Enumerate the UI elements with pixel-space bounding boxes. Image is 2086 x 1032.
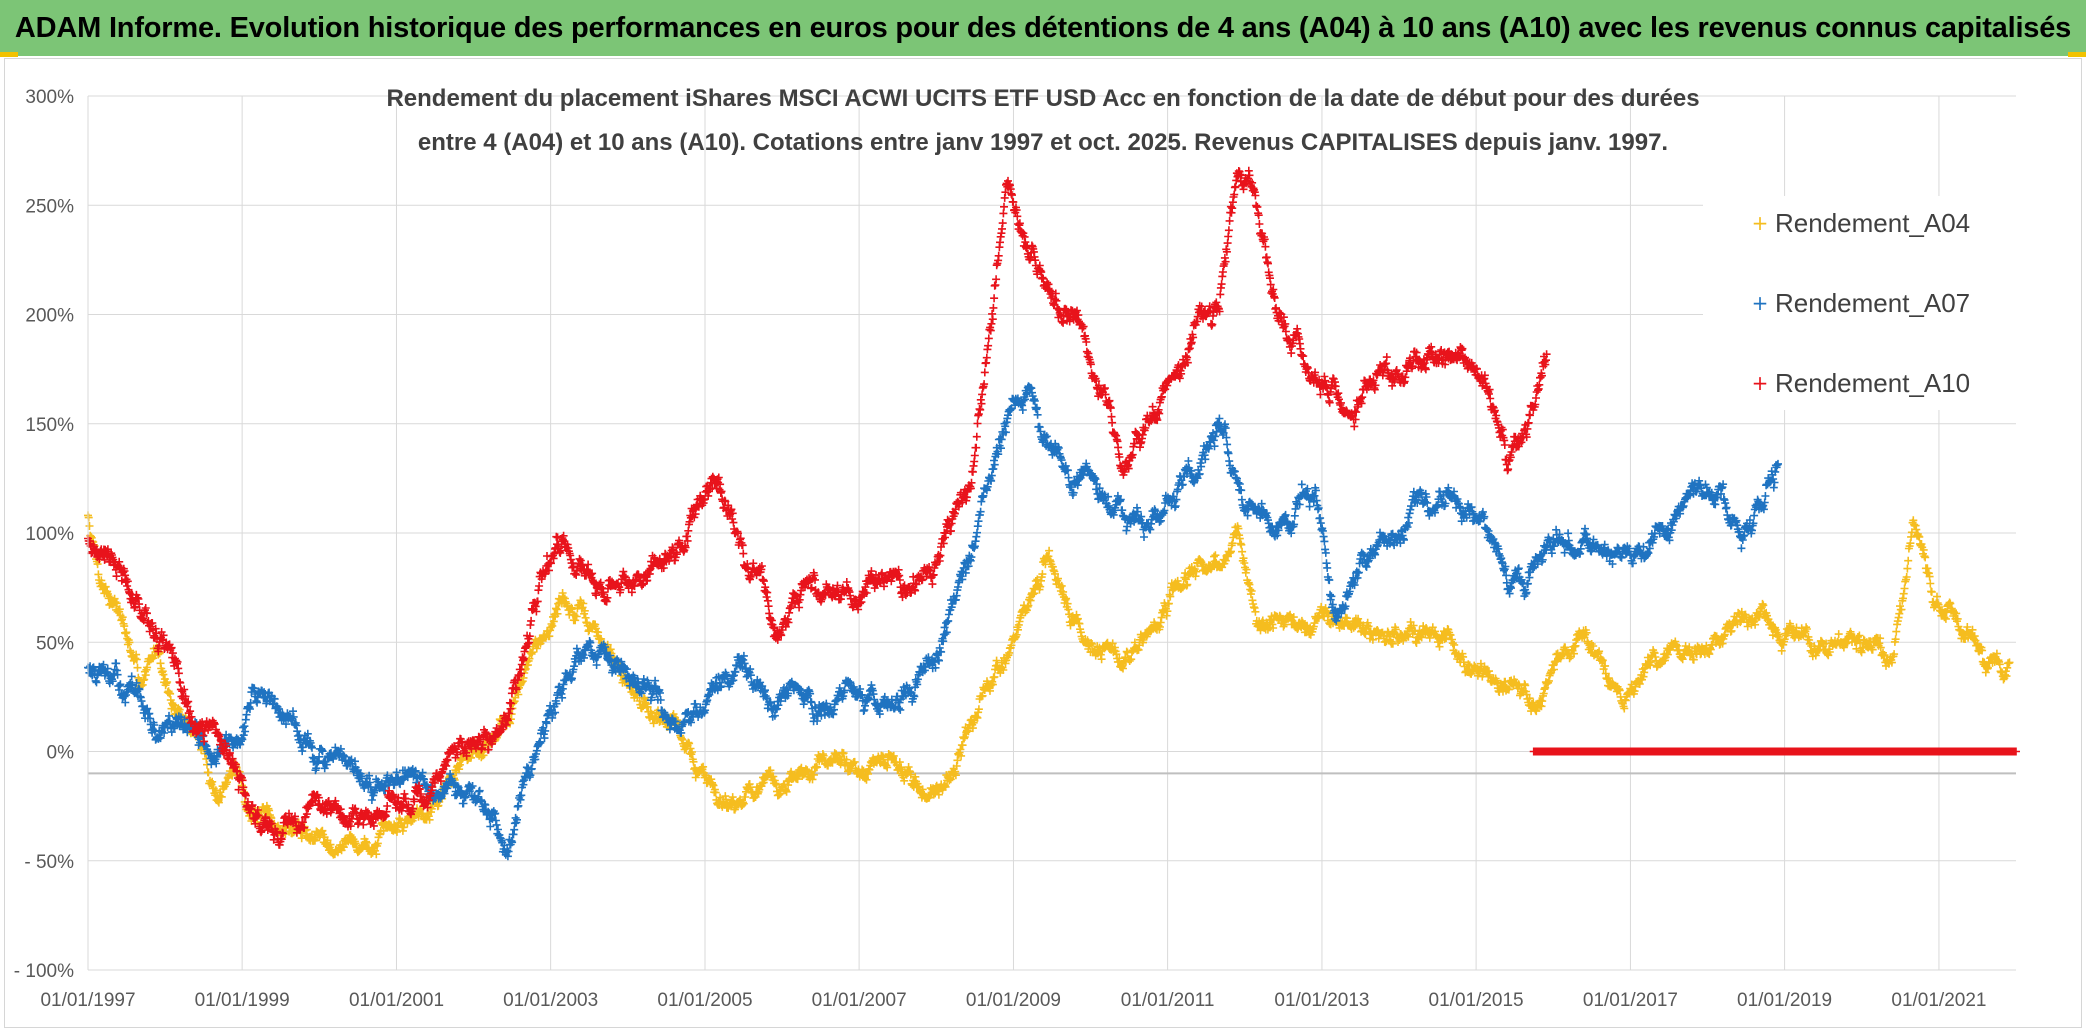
series-rendement_a10 — [1529, 747, 2020, 756]
y-tick-label: 0% — [47, 743, 75, 764]
series-markers-3 — [1529, 747, 2020, 756]
series-group — [84, 166, 2020, 861]
y-tick-label: 150% — [25, 415, 74, 436]
legend-marker-a07: + — [1752, 291, 1769, 315]
y-tick-label: - 100% — [14, 961, 74, 982]
y-tick-label: 50% — [36, 633, 74, 654]
legend-label-a07: Rendement_A07 — [1775, 288, 1970, 318]
axes: 300% 250% 200% 150% 100% 50% 0% - 50% - 100% 01/0… — [14, 87, 1987, 1011]
x-tick-label: 01/01/2005 — [657, 990, 752, 1011]
series-rendement_a04 — [84, 511, 2014, 859]
x-tick-label: 01/01/2003 — [503, 990, 598, 1011]
y-tick-label: 250% — [25, 196, 74, 217]
chart-title: Rendement du placement iShares MSCI ACWI… — [386, 85, 1699, 156]
legend-box — [1703, 196, 2016, 410]
x-tick-label: 01/01/2019 — [1737, 990, 1832, 1011]
legend-marker-a04: + — [1752, 211, 1769, 235]
legend-label-a10: Rendement_A10 — [1775, 368, 1970, 398]
y-tick-label: 300% — [25, 87, 74, 108]
y-tick-label: 200% — [25, 306, 74, 327]
frame-corner-left — [0, 52, 18, 57]
series-markers-0 — [84, 511, 2014, 859]
y-tick-label: - 50% — [24, 852, 74, 873]
report-header: ADAM Informe. Evolution historique des p… — [0, 0, 2086, 56]
x-tick-label: 01/01/2009 — [966, 990, 1061, 1011]
legend-marker-a10: + — [1752, 371, 1769, 395]
x-tick-label: 01/01/2011 — [1121, 990, 1215, 1011]
legend: + Rendement_A04 + Rendement_A07 + Rendem… — [1703, 196, 2016, 410]
x-tick-label: 01/01/1997 — [40, 990, 135, 1011]
y-tick-label: 100% — [25, 524, 74, 545]
frame-corner-right — [2068, 52, 2086, 57]
x-tick-label: 01/01/2017 — [1583, 990, 1678, 1011]
report-title: ADAM Informe. Evolution historique des p… — [14, 11, 2072, 44]
x-tick-label: 01/01/2021 — [1891, 990, 1986, 1011]
chart-title-line-2: entre 4 (A04) et 10 ans (A10). Cotations… — [418, 129, 1668, 156]
x-tick-label: 01/01/1999 — [195, 990, 290, 1011]
x-tick-label: 01/01/2007 — [812, 990, 907, 1011]
x-tick-label: 01/01/2015 — [1429, 990, 1524, 1011]
legend-label-a04: Rendement_A04 — [1775, 208, 1970, 238]
x-tick-label: 01/01/2001 — [349, 990, 444, 1011]
x-tick-label: 01/01/2013 — [1274, 990, 1369, 1011]
chart-title-line-1: Rendement du placement iShares MSCI ACWI… — [386, 85, 1699, 112]
